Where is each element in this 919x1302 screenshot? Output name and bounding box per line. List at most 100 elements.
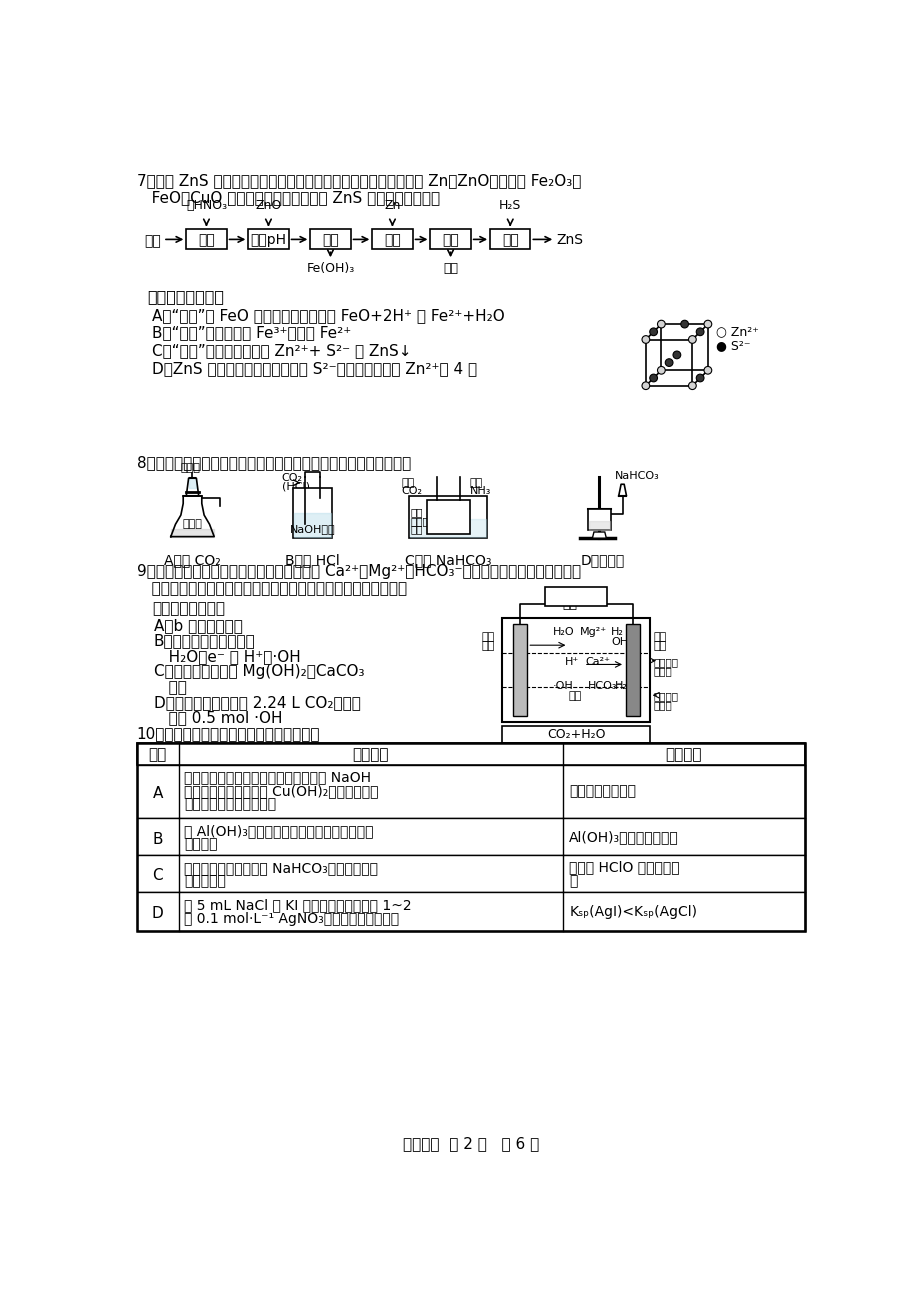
Text: A．制 CO₂: A．制 CO₂ [164, 553, 221, 568]
Text: 稀HNO₃: 稀HNO₃ [186, 199, 227, 212]
Circle shape [696, 374, 703, 381]
Text: D: D [152, 906, 164, 922]
Text: ● S²⁻: ● S²⁻ [715, 340, 749, 353]
Circle shape [649, 374, 657, 381]
Text: 下列说法正确的是: 下列说法正确的是 [147, 289, 224, 305]
Text: 向 Al(OH)₃沉淀中分别滴加盐酸和氨水，观察: 向 Al(OH)₃沉淀中分别滴加盐酸和氨水，观察 [184, 824, 373, 837]
Text: 水进口: 水进口 [652, 700, 672, 711]
Text: 10．下列实验探究方案能达到探究目的的是: 10．下列实验探究方案能达到探究目的的是 [137, 727, 320, 741]
Text: Fe(OH)₃: Fe(OH)₃ [306, 262, 354, 275]
Text: 解: 解 [569, 874, 577, 888]
Bar [293, 488, 332, 538]
Bar [426, 500, 470, 534]
Text: 选项: 选项 [148, 747, 166, 763]
Circle shape [680, 320, 687, 328]
Text: 下列说法正确的是: 下列说法正确的是 [152, 602, 225, 616]
Text: Al(OH)₃为两性氢氧化物: Al(OH)₃为两性氢氧化物 [569, 829, 678, 844]
Bar [137, 855, 804, 892]
Text: 8．实验小组用如下图所示装置制取纯碱，其中能达到实验目的的是: 8．实验小组用如下图所示装置制取纯碱，其中能达到实验目的的是 [137, 454, 411, 470]
Circle shape [703, 320, 711, 328]
Text: 电极: 电极 [652, 642, 666, 651]
Bar [490, 229, 530, 250]
Text: OH⁻: OH⁻ [610, 638, 633, 647]
Text: 向淀粉和稀硫酸共热后的溶液中，加入 NaOH: 向淀粉和稀硫酸共热后的溶液中，加入 NaOH [184, 769, 370, 784]
Bar [137, 764, 804, 819]
Bar [625, 625, 639, 716]
Text: 食盐水: 食盐水 [410, 516, 428, 526]
Text: H⁺: H⁺ [564, 656, 578, 667]
Circle shape [664, 359, 673, 366]
Text: 向久置氯水中滴加少量 NaHCO₃溶液，观察有: 向久置氯水中滴加少量 NaHCO₃溶液，观察有 [184, 861, 378, 875]
Bar [310, 229, 350, 250]
Circle shape [687, 336, 696, 344]
Text: B．除 HCl: B．除 HCl [285, 553, 340, 568]
Text: 先通: 先通 [402, 478, 414, 488]
Circle shape [657, 320, 664, 328]
Text: 过滤: 过滤 [442, 233, 459, 247]
Text: 7．纳米 ZnS 具有独特的光电效应。以工业废渣锌灰（主要成分为 Zn、ZnO，还含有 Fe₂O₃、: 7．纳米 ZnS 具有独特的光电效应。以工业废渣锌灰（主要成分为 Zn、ZnO，… [137, 173, 581, 189]
Text: C: C [153, 868, 163, 884]
Text: H₂O: H₂O [614, 681, 636, 691]
Bar [545, 587, 607, 605]
Text: 消耗 0.5 mol ·OH: 消耗 0.5 mol ·OH [153, 711, 282, 725]
Text: FeO、CuO 等杂质）为原料制备纳米 ZnS 的工业流程如下：: FeO、CuO 等杂质）为原料制备纳米 ZnS 的工业流程如下： [137, 190, 439, 206]
Text: 电极: 电极 [482, 642, 494, 651]
Text: 溶液中和，再加入新制 Cu(OH)₂悬浊液，加热: 溶液中和，再加入新制 Cu(OH)₂悬浊液，加热 [184, 784, 378, 798]
Circle shape [687, 381, 696, 389]
Text: 还原: 还原 [383, 233, 401, 247]
Bar [372, 229, 412, 250]
Text: A．“酸浸”时 FeO 反应的离子方程式为 FeO+2H⁺ ＝ Fe²⁺+H₂O: A．“酸浸”时 FeO 反应的离子方程式为 FeO+2H⁺ ＝ Fe²⁺+H₂O [152, 309, 505, 323]
Text: 探究方案: 探究方案 [352, 747, 389, 763]
Text: 电源: 电源 [562, 598, 577, 611]
Text: 生成: 生成 [153, 680, 187, 695]
Circle shape [649, 328, 657, 336]
Text: 饱和: 饱和 [410, 508, 423, 517]
Text: NH₃: NH₃ [470, 486, 491, 496]
Text: 向 5 mL NaCl 和 KI 的混合溶液中，滴加 1~2: 向 5 mL NaCl 和 KI 的混合溶液中，滴加 1~2 [184, 898, 411, 911]
Text: NaHCO₃: NaHCO₃ [614, 471, 659, 482]
Text: 稀盐酸: 稀盐酸 [180, 462, 200, 473]
Circle shape [703, 366, 711, 374]
Text: HCO₃⁻: HCO₃⁻ [587, 681, 622, 691]
Text: A: A [153, 786, 163, 801]
Text: D．每生成标准状况下 2.24 L CO₂，需要: D．每生成标准状况下 2.24 L CO₂，需要 [153, 695, 360, 710]
Text: 碳钢: 碳钢 [652, 631, 666, 642]
Text: 苯酚: 苯酚 [568, 691, 581, 702]
Text: 循环冷却: 循环冷却 [652, 691, 678, 702]
Text: 同时经处理过的冷却水还能减少结垢，其工作原理如下图所示。: 同时经处理过的冷却水还能减少结垢，其工作原理如下图所示。 [137, 581, 406, 596]
Text: H₂O: H₂O [552, 628, 573, 638]
Text: 冰水: 冰水 [410, 525, 423, 534]
Text: C．碳钢电极底部有 Mg(OH)₂、CaCO₃: C．碳钢电极底部有 Mg(OH)₂、CaCO₃ [153, 664, 364, 680]
Text: B．钛基电极上的反应为: B．钛基电极上的反应为 [153, 634, 255, 648]
Text: ○ Zn²⁺: ○ Zn²⁺ [715, 326, 757, 339]
Text: 淀粉是否发生水解: 淀粉是否发生水解 [569, 785, 635, 798]
Text: 锌灰: 锌灰 [144, 234, 161, 247]
Text: H₂O＋e⁻ ＝ H⁺＋·OH: H₂O＋e⁻ ＝ H⁺＋·OH [153, 648, 301, 664]
Circle shape [657, 366, 664, 374]
Text: C．“沉淀”的离子方程式为 Zn²⁺+ S²⁻ ＝ ZnS↓: C．“沉淀”的离子方程式为 Zn²⁺+ S²⁻ ＝ ZnS↓ [152, 344, 412, 358]
Text: 水出口: 水出口 [652, 667, 672, 676]
Text: Ca²⁺: Ca²⁺ [584, 656, 610, 667]
Text: Zn: Zn [384, 199, 400, 212]
Bar [137, 819, 804, 855]
Text: 酸浸: 酸浸 [198, 233, 215, 247]
Text: 过滤: 过滤 [322, 233, 338, 247]
Text: 调节pH: 调节pH [250, 233, 286, 247]
Polygon shape [592, 533, 606, 538]
Bar [502, 618, 649, 723]
Text: 钛基: 钛基 [482, 631, 494, 642]
Bar [137, 743, 804, 931]
Text: B．“还原”的目的是将 Fe³⁺转化为 Fe²⁺: B．“还原”的目的是将 Fe³⁺转化为 Fe²⁺ [152, 326, 351, 341]
Text: CO₂+H₂O: CO₂+H₂O [546, 728, 605, 741]
Text: 滤渣: 滤渣 [443, 262, 458, 275]
Text: 高三化学  第 2 页   共 6 页: 高三化学 第 2 页 共 6 页 [403, 1135, 539, 1151]
Bar [502, 727, 649, 743]
Text: 大理石: 大理石 [182, 519, 202, 530]
Text: CO₂: CO₂ [281, 473, 302, 483]
Text: Kₛₚ(AgI)<Kₛₚ(AgCl): Kₛₚ(AgI)<Kₛₚ(AgCl) [569, 905, 697, 919]
Bar [512, 625, 526, 716]
Text: 滴 0.1 mol·L⁻¹ AgNO₃溶液，观察沉淀颜色: 滴 0.1 mol·L⁻¹ AgNO₃溶液，观察沉淀颜色 [184, 911, 399, 926]
Text: O a  b O: O a b O [554, 587, 602, 600]
Text: 沉淀: 沉淀 [502, 233, 518, 247]
Text: 探究目的: 探究目的 [664, 747, 701, 763]
